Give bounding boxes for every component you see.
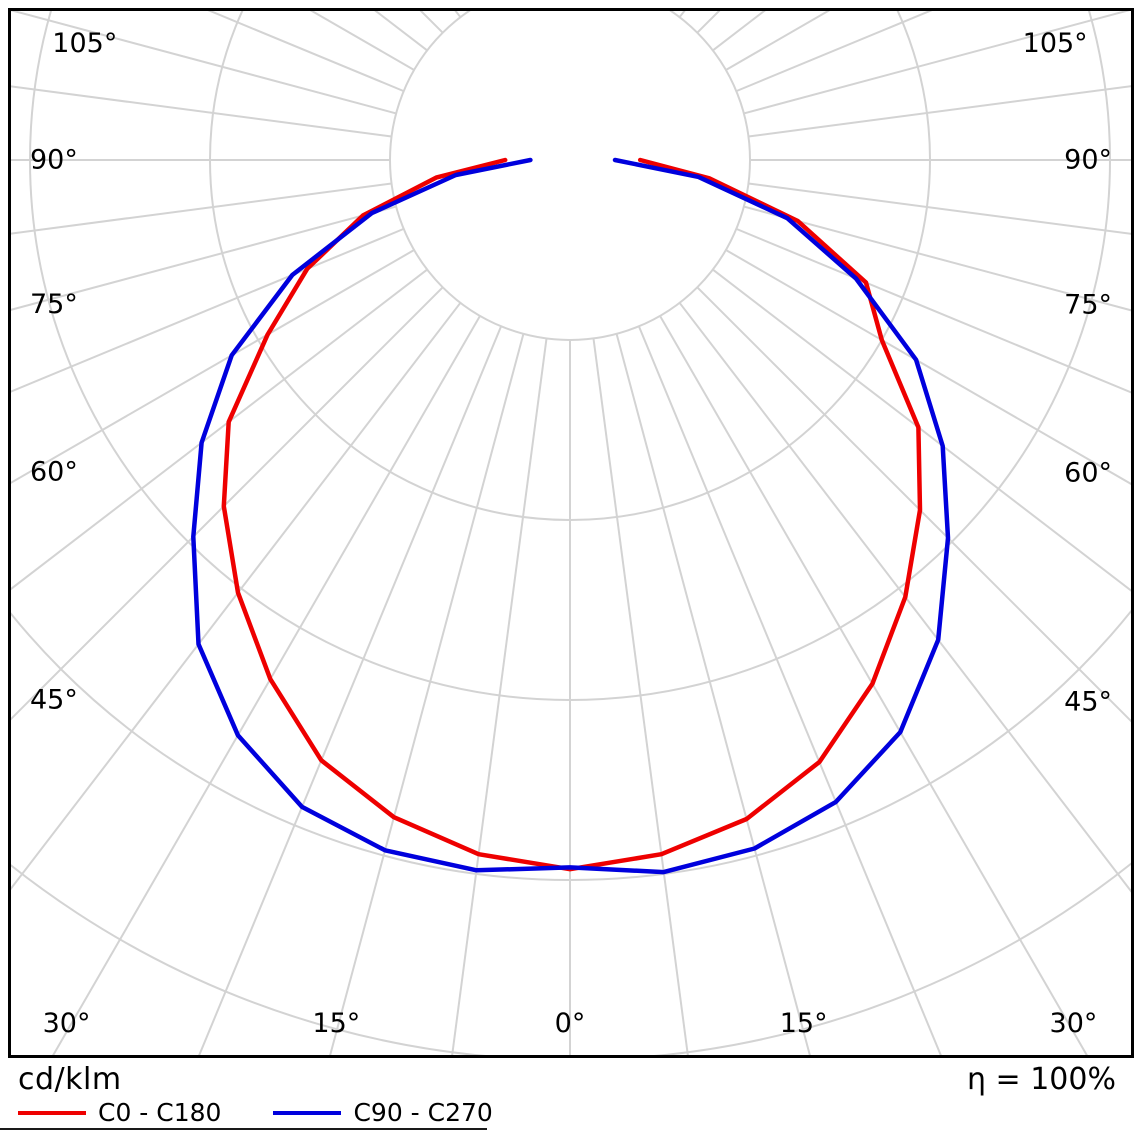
units-label: cd/klm: [18, 1062, 122, 1097]
polar-grid-radial-line: [637, 325, 943, 1056]
angle-tick-label: 45°: [1064, 687, 1112, 718]
legend-label-c0-c180: C0 - C180: [98, 1098, 222, 1127]
legend-label-c90-c270: C90 - C270: [353, 1098, 493, 1127]
angle-tick-label: 60°: [1064, 457, 1112, 488]
polar-grid-radial-line: [11, 227, 405, 393]
polar-grid-radial-line: [11, 85, 392, 138]
polar-grid-radial-line: [11, 302, 462, 891]
polar-grid-radial-line: [725, 249, 1132, 486]
angle-tick-label: 0°: [555, 1008, 586, 1039]
angle-tick-label: 15°: [312, 1008, 360, 1039]
polar-grid-ring: [389, 11, 751, 341]
angle-tick-label: 75°: [1064, 290, 1112, 321]
legend-item-c0-c180: C0 - C180: [18, 1098, 221, 1127]
polar-grid-radial-line: [659, 315, 1089, 1056]
curve-c0-c180: [221, 157, 923, 872]
curves-layer: [191, 157, 951, 875]
angle-tick-label: 15°: [780, 1008, 828, 1039]
polar-grid-radial-line: [11, 205, 397, 311]
polar-grid-radial-line: [743, 11, 1130, 115]
angle-tick-label: 75°: [30, 289, 78, 320]
angle-labels-layer: 0° 15° 15° 30° 30° 45° 45° 60° 60° 75° 75° 90° 90° 10…: [30, 28, 1112, 1039]
legend-swatch-blue-line: [273, 1110, 342, 1115]
polar-grid-radial-line: [11, 11, 397, 115]
polar-grid-radial-line: [678, 302, 1132, 894]
polar-grid-radial-line: [712, 268, 1132, 593]
polar-grid-radial-line: [51, 315, 481, 1056]
angle-tick-label: 30°: [43, 1008, 91, 1039]
curve-c90-c270: [191, 157, 951, 875]
polar-grid-radial-line: [660, 0, 1142, 4]
plot-border: [8, 8, 1134, 1058]
polar-grid-radial-line: [615, 333, 812, 1056]
polar-grid-radial-line: [748, 85, 1132, 138]
chart-legend: C0 - C180 C90 - C270: [18, 1098, 493, 1127]
polar-grid-radial-line: [735, 227, 1132, 394]
polar-grid-radial-line: [11, 249, 415, 484]
angle-tick-label: 90°: [1064, 145, 1112, 176]
polar-grid-radial-line: [696, 286, 1132, 723]
polar-grid-radial-line: [197, 325, 503, 1056]
polar-grid-radial-line: [11, 268, 428, 591]
legend-item-c90-c270: C90 - C270: [273, 1098, 493, 1127]
polar-grid-radial-line: [0, 0, 480, 4]
angle-tick-label: 60°: [30, 456, 78, 487]
angle-tick-label: 105°: [1023, 28, 1088, 59]
polar-grid-radial-line: [451, 338, 548, 1056]
legend-swatch-red-line: [18, 1110, 86, 1115]
polar-grid-radial-line: [743, 205, 1132, 312]
angle-tick-label: 105°: [52, 28, 117, 59]
polar-grid-radial-line: [11, 286, 444, 721]
polar-grid-radial-line: [11, 182, 392, 235]
polar-grid-radial-line: [748, 182, 1132, 235]
angle-tick-label: 90°: [30, 145, 78, 176]
bottom-divider-line: [0, 1128, 487, 1130]
angle-tick-label: 45°: [30, 685, 78, 716]
angle-tick-label: 30°: [1050, 1008, 1098, 1039]
polar-grid-radial-line: [592, 338, 689, 1056]
polar-grid-radial-line: [328, 333, 525, 1056]
efficiency-label: η = 100%: [967, 1062, 1116, 1097]
